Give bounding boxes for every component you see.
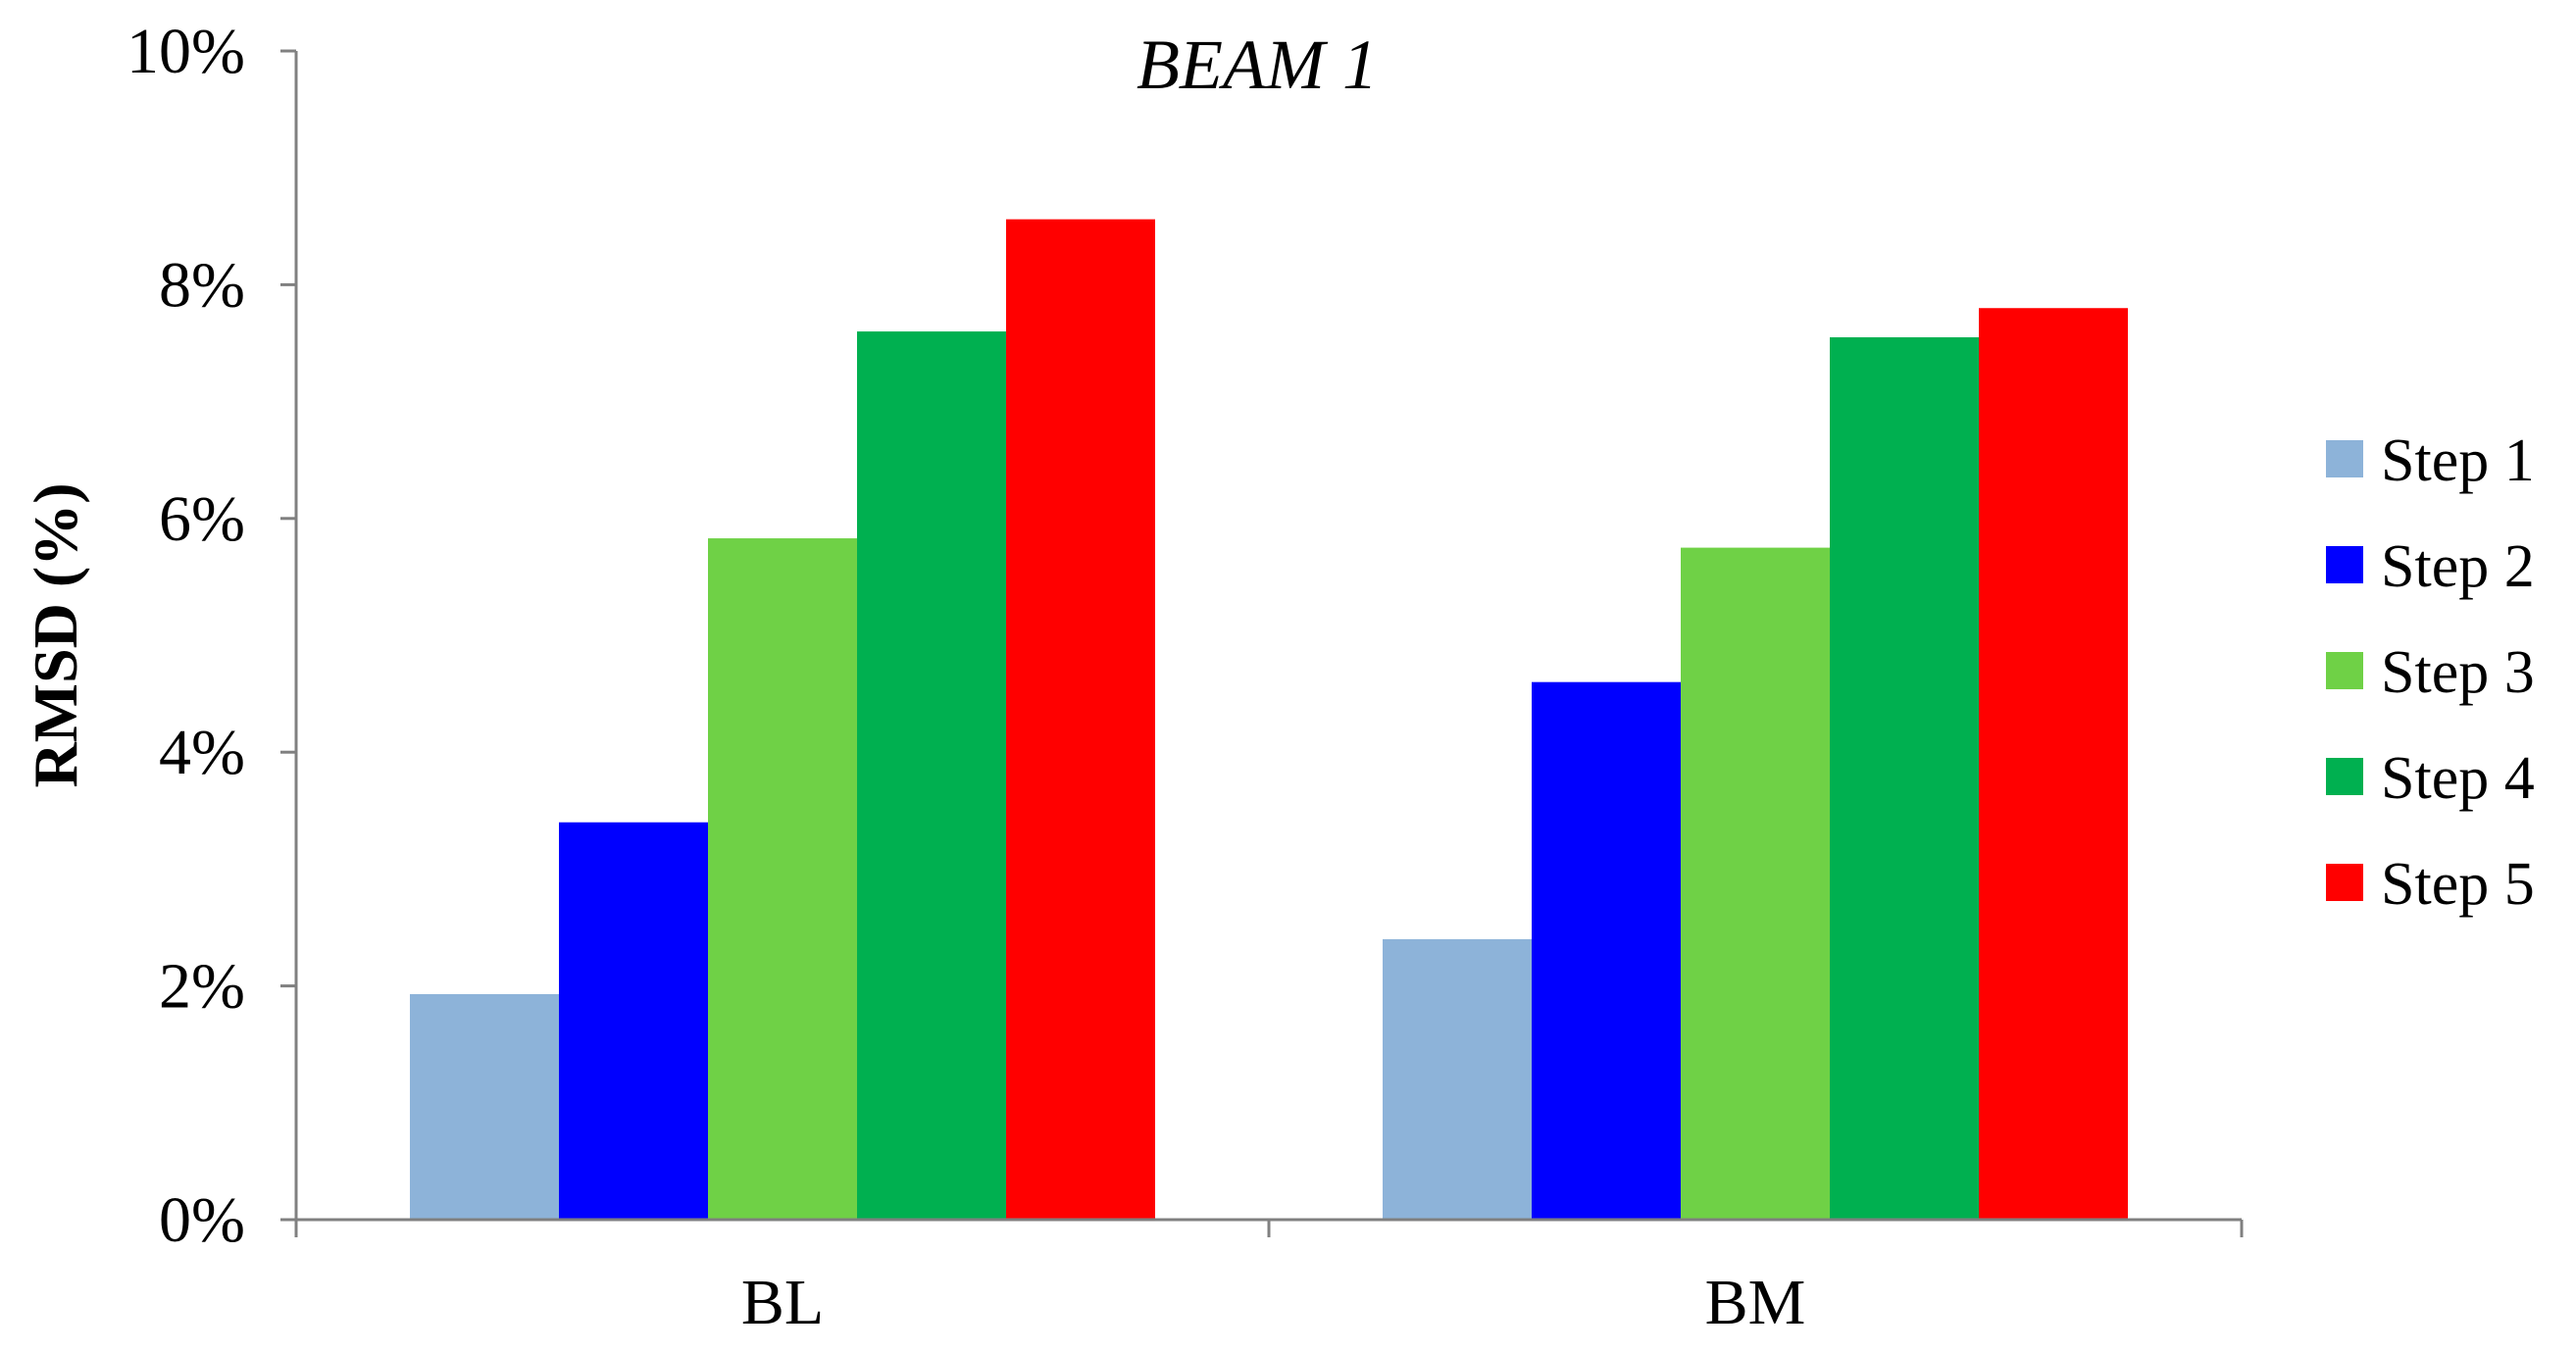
y-tick-label: 6% [159,483,245,555]
labels-layer: BEAM 1 RMSD (%) [21,25,1378,788]
legend-label-step-3: Step 3 [2381,639,2535,706]
legend-label-step-1: Step 1 [2381,427,2535,494]
bar-bl-step-5 [1006,219,1155,1220]
legend-label-step-5: Step 5 [2381,851,2535,918]
bar-bm-step-4 [1830,337,1979,1220]
bar-bl-step-3 [708,538,857,1220]
bar-bm-step-2 [1532,681,1681,1220]
bar-bl-step-2 [559,822,708,1220]
x-category-label: BL [741,1267,824,1338]
bar-bm-step-3 [1681,547,1830,1220]
legend-swatch-step-1 [2326,440,2363,477]
y-axis-title: RMSD (%) [21,482,90,787]
legend-swatch-step-5 [2326,864,2363,901]
y-tick-label: 10% [126,16,245,87]
x-category-label: BM [1705,1267,1806,1338]
bar-bm-step-5 [1979,308,2128,1220]
bar-bl-step-4 [857,331,1006,1221]
legend-label-step-2: Step 2 [2381,533,2535,600]
bar-bl-step-1 [410,993,559,1220]
bar-bm-step-1 [1383,938,1532,1220]
y-tick-label: 0% [159,1184,245,1256]
legend: Step 1 Step 2 Step 3 Step 4 Step 5 [2326,427,2535,918]
y-tick-label: 4% [159,717,245,788]
axes-layer: 0% 2% 4% 6% 8% 10% BL BM [126,16,2244,1338]
chart-title: BEAM 1 [1136,25,1378,104]
legend-swatch-step-4 [2326,758,2363,795]
legend-label-step-4: Step 4 [2381,745,2535,812]
y-tick-label: 2% [159,951,245,1023]
bars-layer [410,219,2128,1221]
y-tick-label: 8% [159,249,245,321]
legend-swatch-step-2 [2326,546,2363,583]
legend-swatch-step-3 [2326,652,2363,689]
